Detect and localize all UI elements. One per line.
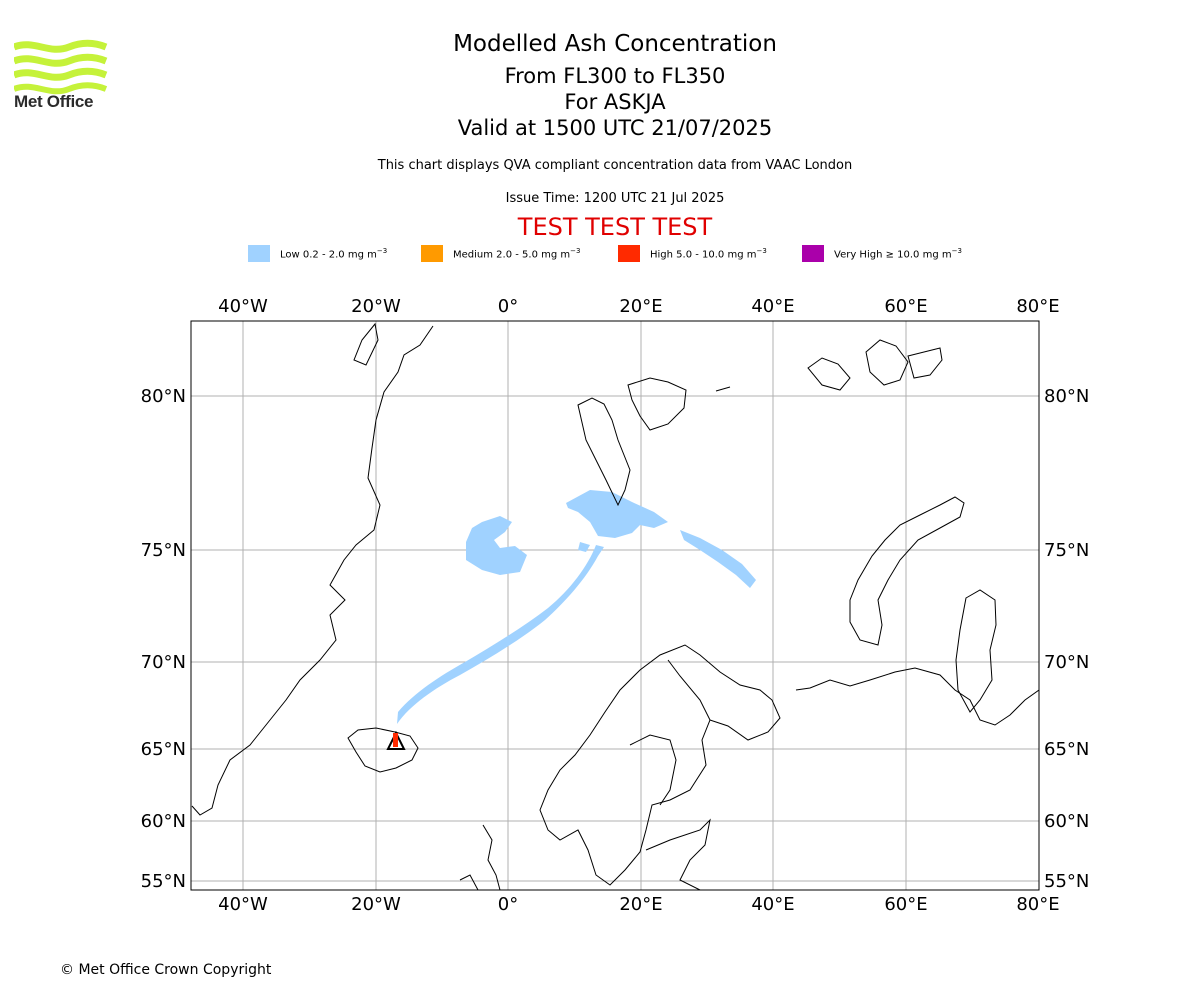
lat-label-left: 70°N bbox=[141, 652, 186, 673]
lat-label-left: 80°N bbox=[141, 386, 186, 407]
lon-label-bottom: 40°W bbox=[218, 894, 268, 915]
legend-unit-exp: −3 bbox=[376, 247, 388, 255]
lat-label-right: 70°N bbox=[1044, 652, 1089, 673]
lat-label-right: 65°N bbox=[1044, 739, 1089, 760]
test-banner: TEST TEST TEST bbox=[517, 213, 713, 241]
legend-swatch-very-high bbox=[802, 245, 824, 262]
map-gridlines bbox=[191, 321, 1039, 890]
lat-label-left: 65°N bbox=[141, 739, 186, 760]
ash-map: 40°W 20°W 0° 20°E 40°E 60°E 80°E 40°W 20… bbox=[141, 296, 1090, 915]
coastlines bbox=[191, 322, 1039, 890]
issue-time: Issue Time: 1200 UTC 21 Jul 2025 bbox=[505, 191, 725, 206]
lon-label-top: 20°E bbox=[619, 296, 662, 317]
lon-label-bottom: 40°E bbox=[751, 894, 794, 915]
flight-level-range: From FL300 to FL350 bbox=[504, 64, 726, 88]
lat-label-right: 75°N bbox=[1044, 540, 1089, 561]
map-frame bbox=[190, 320, 1040, 891]
ash-cloud-low bbox=[397, 490, 756, 724]
lon-label-top: 20°W bbox=[351, 296, 401, 317]
legend-unit-exp: −3 bbox=[951, 247, 962, 255]
legend-swatch-medium bbox=[421, 245, 443, 262]
lon-label-bottom: 0° bbox=[498, 894, 518, 915]
lon-label-top: 0° bbox=[498, 296, 518, 317]
valid-time: Valid at 1500 UTC 21/07/2025 bbox=[457, 116, 773, 140]
lat-label-right: 60°N bbox=[1044, 811, 1089, 832]
lon-label-bottom: 60°E bbox=[884, 894, 927, 915]
lat-label-left: 60°N bbox=[141, 811, 186, 832]
legend-swatch-low bbox=[248, 245, 270, 262]
chart-title: Modelled Ash Concentration bbox=[453, 31, 777, 57]
lon-label-top: 40°E bbox=[751, 296, 794, 317]
copyright-notice: © Met Office Crown Copyright bbox=[60, 962, 272, 978]
concentration-legend: Low 0.2 - 2.0 mg m−3 Medium 2.0 - 5.0 mg… bbox=[0, 244, 1200, 264]
legend-label-low: Low 0.2 - 2.0 mg m bbox=[280, 249, 377, 261]
lat-label-right: 80°N bbox=[1044, 386, 1089, 407]
lon-label-top: 60°E bbox=[884, 296, 927, 317]
legend-label-high: High 5.0 - 10.0 mg m bbox=[650, 249, 757, 261]
legend-unit-exp: −3 bbox=[756, 247, 767, 255]
lon-label-bottom: 20°W bbox=[351, 894, 401, 915]
lon-label-top: 80°E bbox=[1016, 296, 1059, 317]
legend-swatch-high bbox=[618, 245, 640, 262]
lon-label-top: 40°W bbox=[218, 296, 268, 317]
volcano-name: For ASKJA bbox=[564, 90, 666, 114]
qva-note: This chart displays QVA compliant concen… bbox=[377, 158, 853, 173]
legend-label-medium: Medium 2.0 - 5.0 mg m bbox=[453, 249, 571, 261]
lon-label-bottom: 20°E bbox=[619, 894, 662, 915]
legend-unit-exp: −3 bbox=[570, 247, 581, 255]
met-office-logo-icon bbox=[14, 39, 108, 95]
askja-volcano-marker-icon bbox=[386, 730, 406, 750]
lat-label-left: 75°N bbox=[141, 540, 186, 561]
lon-label-bottom: 80°E bbox=[1016, 894, 1059, 915]
met-office-logo-text: Met Office bbox=[14, 92, 94, 111]
lat-label-left: 55°N bbox=[141, 871, 186, 892]
lat-label-right: 55°N bbox=[1044, 871, 1089, 892]
legend-label-very-high: Very High ≥ 10.0 mg m bbox=[834, 249, 952, 261]
